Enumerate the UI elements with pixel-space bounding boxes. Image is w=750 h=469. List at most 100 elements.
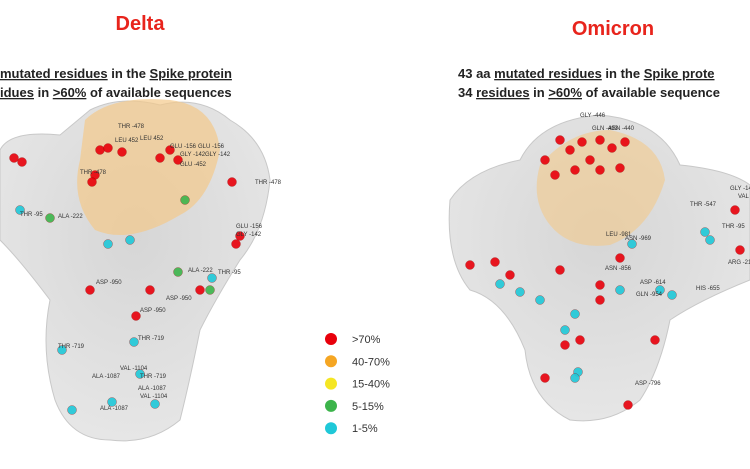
omicron-subtitle-1: 43 aa mutated residues in the Spike prot… (458, 66, 715, 81)
sub-part: mutated residues (0, 66, 108, 81)
residue-dot (155, 153, 165, 163)
residue-dot (57, 345, 67, 355)
residue-label: GLU -156 (198, 144, 225, 150)
residue-label: THR -478 (255, 180, 282, 186)
legend-label: 15-40% (352, 379, 390, 391)
residue-dot (117, 147, 127, 157)
residue-label: ASN -440 (608, 126, 635, 132)
residue-dot (9, 153, 19, 163)
residue-dot (45, 213, 55, 223)
residue-dot (87, 177, 97, 187)
residue-label: GLY -142 (180, 152, 206, 158)
residue-label: ASP -796 (635, 381, 661, 387)
residue-dot (570, 165, 580, 175)
delta-subtitle-1: mutated residues in the Spike protein (0, 66, 232, 81)
residue-label: VAL -143 (738, 194, 750, 200)
residue-label: THR -95 (20, 212, 43, 218)
legend-swatch (325, 333, 337, 345)
residue-label: VAL -1104 (120, 366, 148, 372)
residue-dot (595, 295, 605, 305)
residue-dot (107, 397, 117, 407)
residue-dot (595, 135, 605, 145)
residue-dot (705, 235, 715, 245)
residue-label: THR -95 (218, 270, 241, 276)
sub-part: of available sequence (582, 85, 720, 100)
legend-swatch (325, 377, 337, 390)
sub-part: idues (0, 85, 34, 100)
residue-label: ASP -614 (640, 280, 666, 286)
sub-part: in (530, 85, 549, 100)
residue-dot (535, 295, 545, 305)
residue-dot (560, 325, 570, 335)
sub-part: Spike prote (644, 66, 715, 81)
residue-dot (667, 290, 677, 300)
residue-dot (95, 145, 105, 155)
residue-dot (540, 155, 550, 165)
residue-label: LEU 452 (115, 138, 139, 144)
residue-label: GLY -142 (205, 152, 231, 158)
residue-dot (505, 270, 515, 280)
residue-dot (465, 260, 475, 270)
residue-dot (575, 335, 585, 345)
legend-swatch (325, 422, 337, 435)
residue-dot (145, 285, 155, 295)
residue-dot (180, 195, 190, 205)
residue-dot (173, 267, 183, 277)
residue-dot (700, 227, 710, 237)
residue-dot (150, 399, 160, 409)
residue-dot (615, 285, 625, 295)
legend-label: >70% (352, 334, 381, 346)
residue-dot (577, 137, 587, 147)
residue-dot (565, 145, 575, 155)
residue-label: THR -95 (722, 224, 745, 230)
residue-label: THR -719 (140, 374, 167, 380)
residue-label: ALA -222 (188, 268, 213, 274)
residue-dot (195, 285, 205, 295)
residue-dot (207, 273, 217, 283)
residue-dot (125, 235, 135, 245)
residue-dot (235, 231, 245, 241)
sub-part: >60% (548, 85, 582, 100)
sub-part: 34 (458, 85, 476, 100)
residue-dot (560, 340, 570, 350)
residue-dot (205, 285, 215, 295)
residue-dot (540, 373, 550, 383)
residue-label: GLN -954 (636, 292, 663, 298)
sub-part: 43 aa (458, 66, 494, 81)
residue-dot (595, 165, 605, 175)
residue-dot (595, 280, 605, 290)
residue-dot (730, 205, 740, 215)
residue-label: ALA -1087 (100, 406, 129, 412)
residue-dot (627, 239, 637, 249)
residue-label: ALA -1087 (138, 386, 167, 392)
residue-dot (550, 170, 560, 180)
residue-dot (227, 177, 237, 187)
residue-label: ASN -969 (625, 236, 652, 242)
residue-dot (620, 137, 630, 147)
legend-label: 40-70% (352, 356, 390, 368)
residue-dot (615, 253, 625, 263)
residue-label: VAL -1104 (140, 394, 168, 400)
residue-dot (495, 279, 505, 289)
residue-dot (490, 257, 500, 267)
sub-part: in the (602, 66, 644, 81)
residue-label: ASP -950 (166, 296, 192, 302)
residue-label: LEU -981 (606, 232, 632, 238)
sub-part: in the (108, 66, 150, 81)
omicron-subtitle-2: 34 residues in >60% of available sequenc… (458, 85, 720, 100)
residue-label: GLU -156 (170, 144, 197, 150)
residue-dot (131, 311, 141, 321)
residue-dot (570, 309, 580, 319)
residue-dot (585, 155, 595, 165)
residue-label: THR -719 (138, 336, 165, 342)
delta-subtitle-2: idues in >60% of available sequences (0, 85, 232, 100)
residue-label: THR -478 (118, 124, 145, 130)
sub-part: mutated residues (494, 66, 602, 81)
legend-swatch (325, 355, 337, 368)
residue-label: ALA -222 (58, 214, 83, 220)
residue-dot (570, 373, 580, 383)
residue-dot (655, 285, 665, 295)
residue-label: LEU 452 (140, 136, 164, 142)
